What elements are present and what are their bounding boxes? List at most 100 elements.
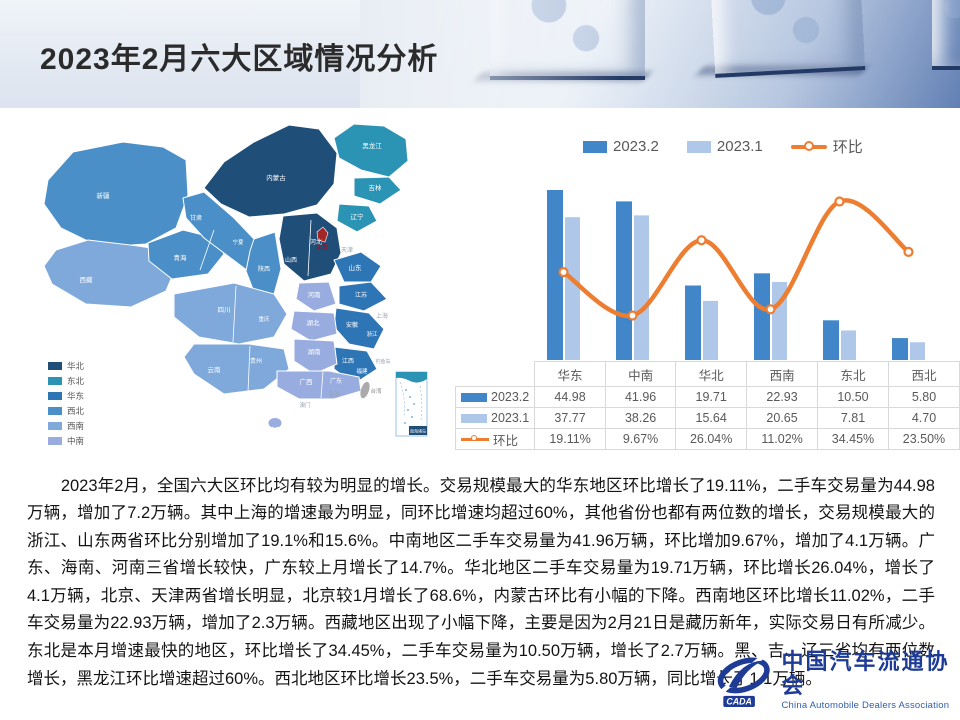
ring-ratio-line [561, 198, 911, 319]
province-label: 河北 [310, 238, 322, 246]
logo-en: China Automobile Dealers Association [781, 700, 950, 712]
table-row-label: 2023.1 [454, 407, 536, 429]
province-label: 江西 [342, 358, 354, 365]
inset-label-box [409, 426, 427, 435]
table-column-header: 华北 [675, 361, 748, 387]
legend-swatch [48, 377, 62, 385]
globe-cube [932, 0, 960, 70]
analysis-paragraph: 2023年2月，全国六大区环比均有较为明显的增长。交易规模最大的华东地区环比增长… [27, 476, 935, 688]
region-jiangsu [338, 281, 388, 312]
chart-legend-label: 2023.1 [716, 138, 763, 155]
province-label: 河南 [308, 290, 322, 299]
chart-legend-item: 2023.1 [686, 138, 763, 155]
line-marker [834, 196, 845, 207]
globe-cube [708, 0, 866, 78]
line-marker [558, 266, 569, 278]
province-label: 山东 [349, 263, 363, 272]
province-label: 陕西 [258, 265, 270, 273]
table-cell: 11.02% [746, 428, 818, 450]
legend-label: 东北 [67, 376, 85, 386]
bar-2023-2 [754, 273, 770, 360]
row-label-text: 2023.1 [491, 411, 530, 425]
province-label: 湖北 [307, 318, 321, 327]
province-label: 海南 [270, 426, 280, 433]
south-china-sea-inset: 南海诸岛 [395, 371, 428, 437]
table-row-label: 环比 [454, 428, 536, 450]
bar-2023-2 [616, 201, 632, 360]
province-label: 北京 [316, 243, 328, 251]
row-bar-swatch [461, 392, 487, 402]
table-cell: 44.98 [534, 386, 606, 408]
line-marker [903, 246, 914, 258]
table-row-label: 2023.2 [454, 386, 536, 408]
legend-bar-swatch [686, 140, 711, 153]
table-cell: 38.26 [604, 407, 677, 429]
legend-line-swatch [790, 141, 827, 151]
region-hebei-shanxi [278, 212, 342, 282]
bar-2023-1 [565, 217, 580, 360]
province-label: 贵州 [250, 357, 262, 365]
legend-swatch [48, 362, 62, 370]
province-label: 浙江 [366, 330, 378, 338]
legend-bar-swatch [583, 140, 607, 153]
region-henan [295, 281, 337, 312]
region-qinghai [147, 229, 225, 280]
cada-logo-icon: CADA [717, 654, 770, 707]
map-legend-item: 中南 [48, 435, 84, 447]
row-label-text: 环比 [493, 433, 519, 448]
region-hubei [290, 310, 338, 342]
bar-2023-2 [685, 285, 701, 360]
table-cell: 4.70 [887, 407, 960, 429]
region-shandong [333, 251, 382, 283]
region-jilin [353, 176, 402, 205]
legend-label: 西南 [67, 421, 85, 431]
province-label: 甘肃 [190, 214, 202, 222]
bar-2023-2 [823, 320, 839, 360]
chart-legend-label: 2023.2 [613, 138, 659, 155]
logo-text: 中国汽车流通协会 China Automobile Dealers Associ… [781, 649, 960, 712]
region-taiwan [360, 381, 370, 399]
logo-cn: 中国汽车流通协会 [781, 649, 950, 699]
table-column-header: 西北 [887, 361, 960, 387]
region-hainan [267, 417, 283, 429]
inset-boundary-lines [399, 381, 423, 421]
legend-swatch [48, 422, 62, 430]
province-label: 西藏 [80, 275, 94, 284]
map-legend-item: 东北 [48, 375, 84, 387]
province-label: 山西 [285, 256, 297, 264]
region-neimenggu [203, 124, 338, 218]
table-row: 环比 19.11% 9.67% 26.04% 11.02% 34.45% 23.50% [454, 428, 960, 450]
map-legend: 华北 东北 华东 西北 西南 中南 [48, 360, 84, 450]
cada-badge-text: CADA [726, 696, 752, 706]
table-column-header: 中南 [604, 361, 677, 387]
province-label: 吉林 [369, 183, 383, 192]
table-cell: 34.45% [817, 428, 889, 450]
chart-legend-label: 环比 [832, 139, 863, 156]
province-label: 广西 [300, 377, 314, 386]
inset-coast [396, 372, 427, 383]
region-guangxi-guangdong [276, 370, 362, 400]
table-row: 2023.1 37.77 38.26 15.64 20.65 7.81 4.70 [454, 407, 960, 429]
line-marker [627, 310, 638, 321]
region-sichuan-chongqing [173, 282, 288, 345]
province-label: 江苏 [355, 291, 367, 299]
province-label: 钓鱼岛 [375, 358, 390, 365]
bar-2023-2 [892, 338, 908, 360]
map-legend-item: 华东 [48, 390, 84, 402]
bar-2023-1 [910, 342, 925, 360]
province-label: 天津 [341, 247, 353, 254]
legend-label: 西北 [67, 406, 85, 416]
province-label: 广东 [330, 377, 342, 385]
map-legend-item: 西南 [48, 420, 84, 432]
legend-swatch [48, 437, 62, 445]
bar-2023-2 [547, 189, 563, 360]
province-label: 重庆 [258, 315, 270, 323]
cada-logo: CADA 中国汽车流通协会 China Automobile Dealers A… [714, 649, 960, 712]
bar-2023-1 [703, 300, 718, 360]
region-heilongjiang [333, 123, 409, 178]
table-cell: 26.04% [675, 428, 748, 450]
header-band: 2023年2月六大区域情况分析 [0, 0, 960, 108]
province-label: 黑龙江 [362, 141, 382, 150]
